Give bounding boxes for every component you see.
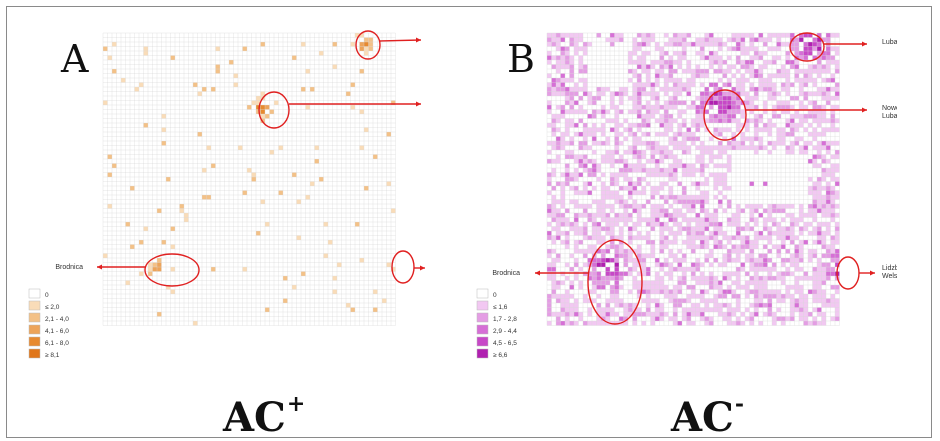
annotation-lidzbark-welski: LidzbarkWelski bbox=[391, 250, 425, 284]
legend-swatch bbox=[28, 336, 41, 347]
annotation-lubawa: Lubawa bbox=[789, 32, 897, 62]
figure-frame: A B 0 ≤ 2,0 2,1 - 4,0 4,1 - 6,0 6,1 - 8,0 ≥ 8… bbox=[6, 6, 932, 441]
legend: 0 ≤ 2,0 2,1 - 4,0 4,1 - 6,0 6,1 - 8,0 ≥ 8,1 bbox=[28, 288, 69, 359]
map-panel-a: 0 ≤ 2,0 2,1 - 4,0 4,1 - 6,0 6,1 - 8,0 ≥ 8,1 Lu… bbox=[28, 30, 425, 359]
map-panel-b: 0 ≤ 1,6 1,7 - 2,8 2,9 - 4,4 4,5 - 6,5 ≥ 6,6 Lu… bbox=[476, 32, 897, 359]
highlight-ellipse bbox=[789, 32, 825, 62]
legend-label: ≤ 1,6 bbox=[493, 304, 508, 311]
annotation-label: Nowe Miasto bbox=[882, 105, 897, 112]
legend-swatch bbox=[28, 348, 41, 359]
arrowhead bbox=[97, 264, 102, 270]
annotation-nowe-miasto-lubawskie: Nowe MiastoLubawskie bbox=[703, 89, 897, 141]
grid-lines bbox=[546, 32, 840, 326]
panel-b-title-base: AC bbox=[671, 394, 734, 441]
annotation-label: Lidzbark bbox=[882, 265, 897, 272]
highlight-ellipse bbox=[258, 91, 290, 129]
arrowhead bbox=[870, 270, 875, 276]
raster-grid bbox=[102, 32, 396, 326]
legend-label: 4,1 - 6,0 bbox=[45, 328, 69, 335]
annotation-nowe-miasto-lubawskie: Nowe MiastoLubawskie bbox=[258, 91, 421, 129]
panel-a-title-sup: + bbox=[286, 391, 306, 417]
legend-swatch bbox=[28, 300, 41, 311]
panel-a-title: AC+ bbox=[223, 391, 305, 441]
legend-label: ≥ 8,1 bbox=[45, 352, 60, 359]
panel-a-title-base: AC bbox=[223, 394, 286, 441]
highlight-ellipse bbox=[703, 89, 747, 141]
annotation-lidzbark-welski: LidzbarkWelski bbox=[836, 256, 897, 290]
arrowhead bbox=[416, 101, 421, 107]
legend-swatch bbox=[28, 324, 41, 335]
raster-grid bbox=[546, 32, 840, 326]
legend-swatch bbox=[476, 312, 489, 323]
highlight-ellipse bbox=[144, 253, 200, 287]
legend-label: 0 bbox=[493, 292, 497, 299]
highlight-ellipse bbox=[587, 239, 643, 325]
legend-label: 0 bbox=[45, 292, 49, 299]
pointer-arrow bbox=[379, 39, 422, 42]
grid-cells bbox=[103, 33, 396, 326]
legend-swatch bbox=[28, 288, 41, 299]
arrowhead bbox=[416, 37, 421, 43]
annotation-label: Brodnica bbox=[492, 270, 520, 277]
panel-a-letter: A bbox=[61, 37, 89, 81]
highlight-ellipse bbox=[391, 250, 415, 284]
legend-label: 1,7 - 2,8 bbox=[493, 316, 517, 323]
arrowhead bbox=[420, 265, 425, 271]
legend-swatch bbox=[476, 348, 489, 359]
legend-swatch bbox=[476, 336, 489, 347]
annotation-brodnica: Brodnica bbox=[492, 239, 643, 325]
legend-label: 2,9 - 4,4 bbox=[493, 328, 517, 335]
legend-label: ≤ 2,0 bbox=[45, 304, 60, 311]
highlight-ellipse bbox=[836, 256, 860, 290]
annotation-label: Brodnica bbox=[55, 264, 83, 271]
annotation-label: Lubawa bbox=[882, 39, 897, 46]
annotation-brodnica: Brodnica bbox=[55, 253, 200, 287]
legend-swatch bbox=[28, 312, 41, 323]
legend: 0 ≤ 1,6 1,7 - 2,8 2,9 - 4,4 4,5 - 6,5 ≥ 6,6 bbox=[476, 288, 517, 359]
arrowhead bbox=[862, 41, 867, 47]
annotation-lubawa: Lubawa bbox=[355, 30, 422, 60]
arrowhead bbox=[535, 270, 540, 276]
legend-label: 6,1 - 8,0 bbox=[45, 340, 69, 347]
panel-b-title-sup: - bbox=[734, 391, 745, 417]
legend-label: 4,5 - 6,5 bbox=[493, 340, 517, 347]
arrowhead bbox=[862, 107, 867, 113]
legend-label: 2,1 - 4,0 bbox=[45, 316, 69, 323]
panel-b-title: AC- bbox=[671, 391, 744, 441]
legend-swatch bbox=[476, 288, 489, 299]
legend-swatch bbox=[476, 324, 489, 335]
legend-swatch bbox=[476, 300, 489, 311]
panel-b-letter: B bbox=[507, 37, 535, 81]
annotation-label: Lubawskie bbox=[882, 113, 897, 120]
grid-background bbox=[103, 33, 396, 326]
highlight-ellipse bbox=[355, 30, 381, 60]
annotation-label: Welski bbox=[882, 273, 897, 280]
grid-cells bbox=[547, 33, 840, 326]
grid-lines bbox=[102, 32, 396, 326]
legend-label: ≥ 6,6 bbox=[493, 352, 508, 359]
